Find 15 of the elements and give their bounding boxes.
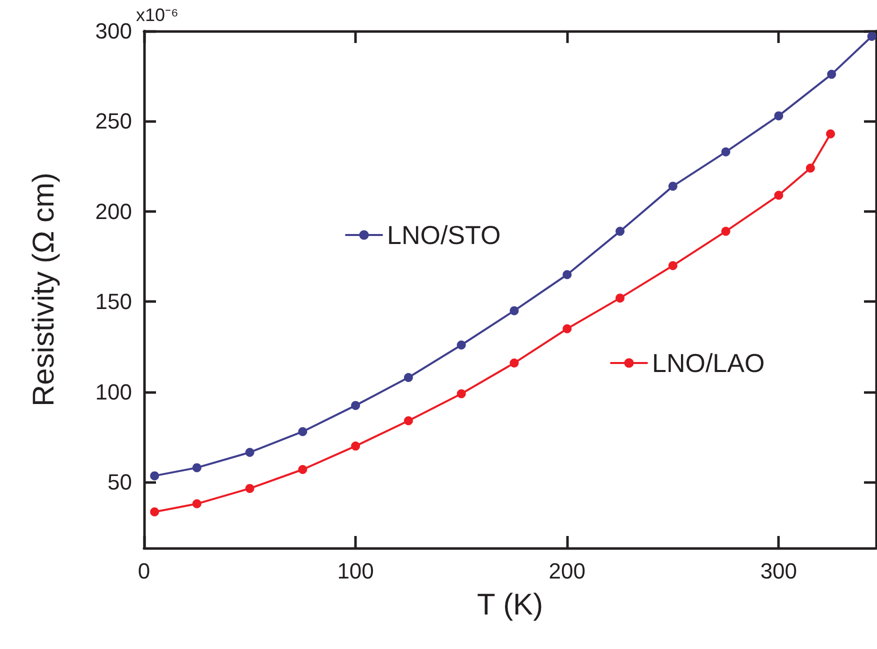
text: x10⁻⁶ <box>136 5 178 25</box>
y-tick-label: 150 <box>95 289 132 314</box>
x-tick-label: 200 <box>548 558 586 584</box>
x-tick-label: 0 <box>138 558 150 584</box>
y-tick-label: 250 <box>95 108 132 134</box>
y-tick-label: 300 <box>95 18 132 44</box>
y-tick-label: 50 <box>108 470 132 495</box>
legend-label: LNO/LAO <box>652 348 765 378</box>
legend-label: LNO/STO <box>387 220 501 250</box>
x-tick-label: 300 <box>760 558 798 584</box>
y-tick-label: 100 <box>95 379 132 404</box>
y-tick-label: 200 <box>95 198 132 224</box>
x-tick-label: 100 <box>337 558 374 584</box>
x-axis-title: T (K) <box>476 588 544 622</box>
y-axis-title: Resistivity (Ω cm) <box>28 172 60 407</box>
